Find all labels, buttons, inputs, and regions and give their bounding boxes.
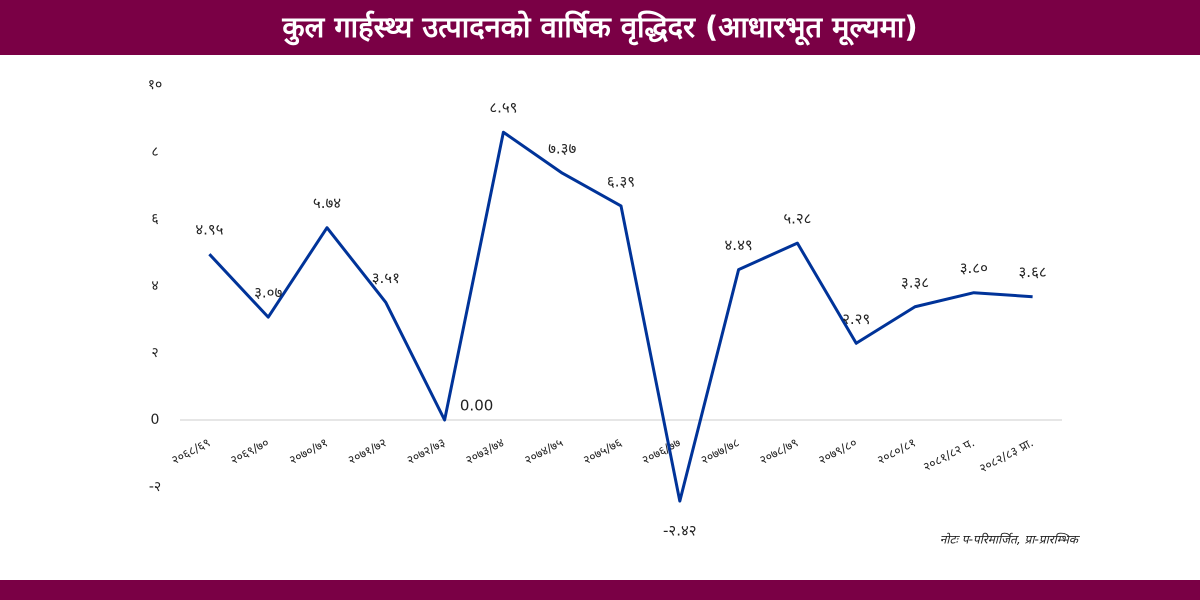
data-label: ४.९५ (195, 221, 223, 239)
x-tick-label: २०८१/८२ प. (921, 435, 977, 474)
x-tick-label: २०६८/६९ (169, 435, 212, 467)
note: नोटः प-परिमार्जित, प्रा-प्रारम्भिक (940, 533, 1081, 547)
data-label: ६.३९ (607, 172, 635, 190)
y-tick-label: 0 (151, 412, 160, 428)
y-tick-label: ४ (151, 278, 158, 294)
x-tick-label: २०७२/७३ (404, 435, 447, 467)
y-tick-label: ८ (151, 144, 158, 160)
x-tick-label: २०८२/८३ प्रा. (977, 435, 1036, 475)
data-label: ३.०७ (254, 284, 282, 302)
y-tick-label: २ (151, 345, 158, 361)
chart-title: कुल गार्हस्थ्य उत्पादनको वार्षिक वृद्धिद… (281, 10, 917, 46)
data-label: ७.३७ (548, 140, 576, 158)
y-tick-label: -२ (149, 479, 161, 495)
x-tick-label: २०७४/७५ (522, 435, 565, 467)
footer-bar (0, 580, 1200, 600)
x-tick-label: २०६९/७० (228, 435, 271, 467)
x-tick-label: २०७६/७७ (640, 435, 683, 467)
y-tick-label: १० (148, 77, 163, 93)
data-line (208, 130, 1033, 503)
data-label: ३.३८ (901, 273, 929, 291)
x-tick-label: २०७८/७९ (757, 435, 800, 467)
data-label: २.२९ (842, 310, 870, 328)
data-label: ३.६८ (1019, 263, 1047, 281)
x-tick-label: २०७३/७४ (463, 435, 506, 467)
x-tick-label: २०७०/७१ (287, 435, 330, 467)
x-tick-label: २०८०/८१ (875, 435, 918, 467)
data-label: 0.00 (460, 397, 493, 415)
data-label: -२.४२ (663, 522, 697, 540)
x-tick-label: २०७५/७६ (581, 435, 624, 467)
title-bar (0, 0, 1200, 55)
data-label: ८.५९ (489, 99, 517, 117)
data-label: ५.२८ (783, 210, 811, 228)
data-label: ५.७४ (313, 194, 341, 212)
data-label: ४.४९ (725, 236, 753, 254)
x-tick-label: २०७९/८० (816, 435, 859, 467)
y-tick-label: ६ (151, 211, 158, 227)
data-label: ३.५१ (372, 269, 400, 287)
data-label: ३.८० (960, 259, 988, 277)
x-tick-label: २०७७/७८ (698, 435, 741, 467)
x-tick-label: २०७१/७२ (346, 435, 389, 467)
